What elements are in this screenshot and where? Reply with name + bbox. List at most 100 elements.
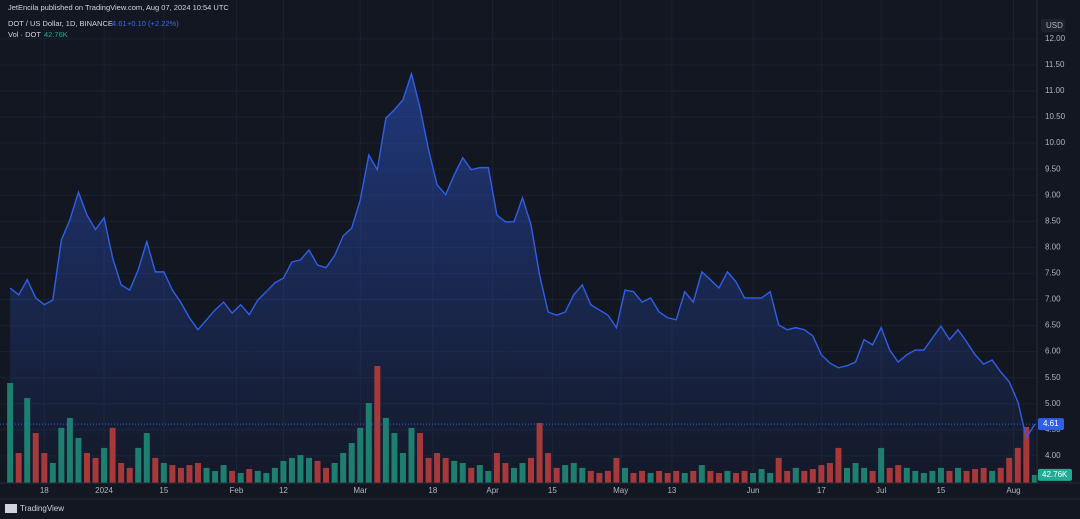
volume-bar <box>331 462 338 483</box>
volume-bar <box>869 470 876 483</box>
volume-bar <box>246 469 253 483</box>
currency-box[interactable] <box>1041 19 1065 32</box>
volume-bar <box>920 472 927 483</box>
volume-bar <box>417 432 424 483</box>
currency-label: USD <box>1046 21 1063 30</box>
last-price-box <box>1038 418 1064 431</box>
volume-bar <box>946 470 953 483</box>
x-tick-label: Mar <box>353 486 367 495</box>
volume-bar <box>886 467 893 483</box>
volume-bar <box>314 460 321 483</box>
volume-bar <box>391 432 398 483</box>
volume-bar <box>929 470 936 483</box>
x-tick-label: 13 <box>667 486 676 495</box>
volume-bar <box>229 470 236 483</box>
volume-bar <box>630 472 637 483</box>
volume-bar <box>468 467 475 483</box>
volume-bar <box>784 470 791 483</box>
volume-bar <box>425 457 432 483</box>
volume-bar <box>220 465 227 483</box>
volume-bar <box>160 462 167 483</box>
volume-bar <box>809 469 816 483</box>
volume-bar <box>66 417 73 483</box>
volume-bar <box>84 452 90 483</box>
volume-bar <box>724 470 731 483</box>
volume-bar <box>297 455 304 483</box>
volume-bar <box>835 447 842 483</box>
volume-bar <box>698 465 705 483</box>
volume-bar <box>681 472 688 483</box>
volume-bar <box>536 422 543 483</box>
volume-bar <box>357 427 364 483</box>
volume-bar <box>510 467 517 483</box>
y-tick-label: 11.50 <box>1045 60 1065 69</box>
volume-bar <box>288 457 295 483</box>
y-tick-label: 8.50 <box>1045 216 1061 225</box>
volume-bar <box>639 470 646 483</box>
volume-bar <box>348 442 355 483</box>
volume-bar <box>254 470 261 483</box>
volume-bar <box>912 470 919 483</box>
volume-bar <box>562 465 569 483</box>
volume-bar <box>861 467 868 483</box>
x-tick-label: Apr <box>486 486 499 495</box>
volume-bar <box>587 470 594 483</box>
y-tick-label: 6.00 <box>1045 347 1061 356</box>
volume-bar <box>75 437 82 483</box>
volume-bar <box>673 470 680 483</box>
volume-bar <box>878 447 885 483</box>
x-tick-label: 15 <box>159 486 168 495</box>
volume-bar <box>382 417 389 483</box>
volume-bar <box>955 467 961 483</box>
volume-bar <box>323 467 330 483</box>
y-tick-label: 9.00 <box>1045 190 1061 199</box>
volume-bar <box>895 465 902 483</box>
volume-bar <box>434 452 441 483</box>
volume-bar <box>49 462 56 483</box>
volume-bar <box>570 462 577 483</box>
last-volume-box <box>1038 468 1072 481</box>
volume-bar <box>801 470 808 483</box>
volume-bar <box>528 457 535 483</box>
legend-volume-last: 42.76K <box>44 30 68 39</box>
x-tick-label: Aug <box>1006 486 1020 495</box>
volume-bar <box>340 452 347 483</box>
volume-bar <box>459 462 466 483</box>
volume-bar <box>101 447 108 483</box>
volume-bar <box>152 457 159 483</box>
volume-bar <box>741 470 748 483</box>
legend-change: +0.10 (+2.22%) <box>127 19 179 28</box>
volume-bar <box>7 382 14 483</box>
volume-bar <box>32 432 39 483</box>
legend-price: DOT / US Dollar, 1D, BINANCE <box>8 19 113 28</box>
volume-bar <box>758 469 765 483</box>
volume-bar <box>545 452 552 483</box>
volume-bar <box>596 472 603 483</box>
volume-bar <box>58 427 65 483</box>
volume-bar <box>408 427 415 483</box>
x-tick-label: May <box>613 486 628 495</box>
volume-bar <box>707 470 714 483</box>
last-price-label: 4.61 <box>1043 419 1059 428</box>
volume-bar <box>92 457 99 483</box>
x-tick-label: 18 <box>428 486 437 495</box>
y-tick-label: 4.00 <box>1045 451 1061 460</box>
x-tick-label: Feb <box>230 486 244 495</box>
volume-bar <box>750 472 757 483</box>
volume-bar <box>169 465 176 483</box>
volume-bar <box>237 472 244 483</box>
volume-bar <box>263 472 270 483</box>
y-tick-label: 7.00 <box>1045 295 1061 304</box>
volume-bar <box>519 462 526 483</box>
volume-bar <box>271 467 278 483</box>
legend-last: 4.61 <box>112 19 127 28</box>
y-tick-label: 11.00 <box>1045 86 1065 95</box>
volume-bar <box>613 457 620 483</box>
volume-bar <box>972 469 979 483</box>
volume-bar <box>493 452 500 483</box>
volume-bar <box>604 470 611 483</box>
volume-bar <box>621 467 628 483</box>
volume-bar <box>203 467 210 483</box>
volume-bar <box>212 470 219 483</box>
volume-bar <box>997 467 1004 483</box>
